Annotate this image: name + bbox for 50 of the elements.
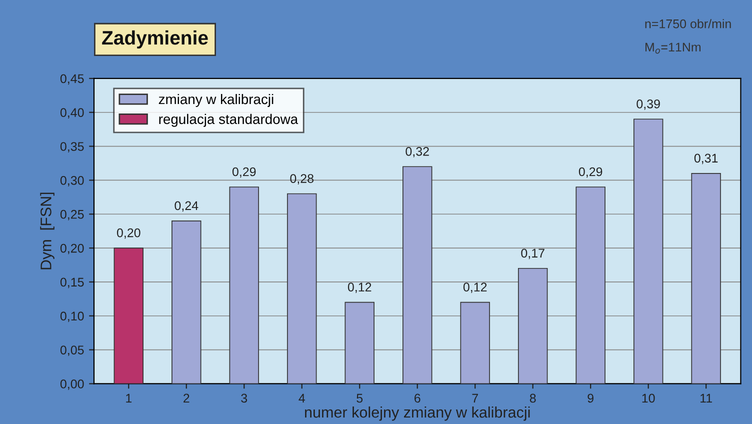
data-label: 0,12 — [463, 282, 487, 293]
x-tick-label: 3 — [241, 394, 248, 403]
y-axis-title: Dym [FSN] — [40, 192, 54, 270]
x-tick-label: 11 — [700, 394, 712, 402]
y-tick-label: 0,20 — [60, 244, 84, 254]
bar — [172, 220, 202, 384]
bar — [114, 248, 144, 384]
x-tick-label: 1 — [126, 394, 132, 402]
x-tick-label: 6 — [414, 394, 420, 403]
data-label: 0,24 — [174, 201, 198, 212]
x-tick-label: 4 — [298, 394, 305, 402]
legend-label: zmiany w kalibracji — [158, 94, 274, 107]
bar — [518, 268, 548, 384]
x-tick-label: 9 — [588, 394, 594, 403]
data-label: 0,20 — [116, 228, 140, 239]
data-label: 0,31 — [694, 154, 718, 164]
bar — [691, 172, 721, 384]
x-axis-title: numer kolejny zmiany w kalibracji — [305, 406, 530, 421]
chart-title: Zadymienie — [102, 30, 208, 49]
bar — [633, 118, 664, 384]
bar — [460, 302, 490, 384]
bar — [344, 302, 374, 384]
bar — [229, 186, 259, 384]
y-tick-label: 0,00 — [60, 380, 84, 390]
bar — [576, 186, 606, 384]
y-tick-label: 0,35 — [60, 142, 84, 152]
x-tick-label: 5 — [356, 394, 363, 403]
y-tick-label: 0,10 — [60, 312, 84, 322]
text: M$_{o}$=11Nm — [645, 42, 701, 54]
x-tick-label: 7 — [472, 394, 478, 402]
data-label: 0,29 — [232, 167, 256, 178]
data-label: 0,17 — [521, 248, 544, 260]
text: n=1750 obr/min — [645, 19, 731, 28]
y-tick-label: 0,40 — [60, 108, 84, 118]
data-label: 0,32 — [406, 146, 429, 158]
legend-label: regulacja standardowa — [159, 114, 298, 127]
y-tick-label: 0,45 — [60, 74, 84, 85]
data-label: 0,28 — [290, 174, 314, 184]
x-tick-label: 10 — [642, 394, 655, 403]
y-tick-label: 0,15 — [60, 278, 84, 288]
x-tick-label: 8 — [530, 394, 536, 403]
bar — [287, 193, 317, 384]
y-tick-label: 0,30 — [60, 176, 84, 186]
x-tick-label: 2 — [184, 394, 190, 402]
y-tick-label: 0,05 — [60, 346, 84, 356]
data-label: 0,29 — [578, 167, 602, 178]
data-label: 0,12 — [348, 282, 372, 293]
data-label: 0,39 — [636, 99, 660, 110]
y-tick-label: 0,25 — [60, 210, 84, 220]
bar — [402, 166, 432, 384]
